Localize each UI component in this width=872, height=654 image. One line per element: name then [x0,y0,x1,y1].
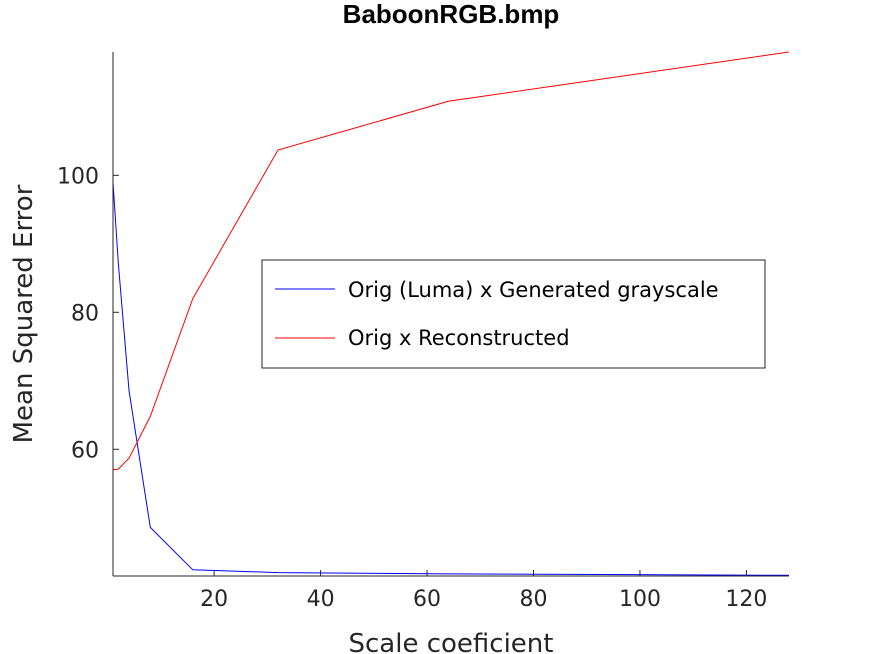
chart-title: BaboonRGB.bmp [343,0,560,29]
y-tick-label: 100 [57,164,99,189]
x-tick-label: 20 [200,587,228,612]
series-line-1 [112,51,790,471]
x-tick-label: 40 [307,587,335,612]
y-tick-label: 80 [71,301,99,326]
x-tick-label: 80 [520,587,548,612]
y-axis-label: Mean Squared Error [9,184,39,443]
x-ticks: 20 40 60 80 100 120 [200,570,767,612]
x-axis-label: Scale coeficient [349,629,554,654]
y-tick-label: 60 [71,438,99,463]
legend: Orig (Luma) x Generated grayscale Orig x… [261,259,766,369]
y-ticks: 60 80 100 [57,164,119,463]
x-tick-label: 100 [619,587,661,612]
legend-box [261,259,766,369]
plot-area [112,51,790,576]
legend-label-reconstructed: Orig x Reconstructed [348,326,570,350]
x-tick-label: 60 [413,587,441,612]
series-line-0 [112,182,790,576]
x-tick-label: 120 [725,587,767,612]
legend-label-luma: Orig (Luma) x Generated grayscale [348,278,719,302]
